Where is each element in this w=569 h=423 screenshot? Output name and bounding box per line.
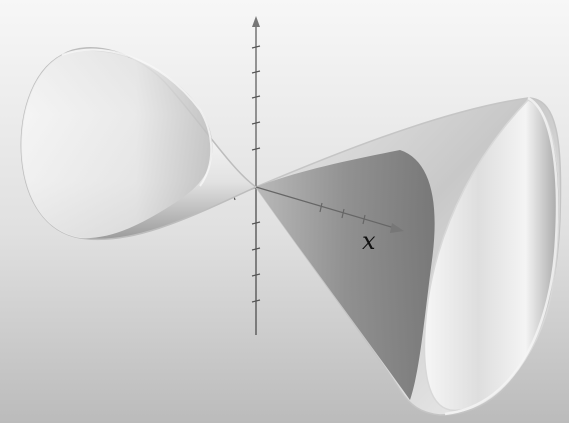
left-cone-opening [21,50,213,239]
left-cone-rim [61,48,213,187]
x-axis-arrow-icon [390,223,404,233]
x-axis-front [255,186,404,233]
x-axis-label: x [362,227,376,255]
right-cone-shadow [256,150,435,400]
left-nappe [20,47,258,241]
right-nappe [254,96,562,416]
right-cone-rim [444,96,559,416]
right-cone-opening [423,99,560,411]
vertical-axis-arrow-icon [252,16,260,27]
